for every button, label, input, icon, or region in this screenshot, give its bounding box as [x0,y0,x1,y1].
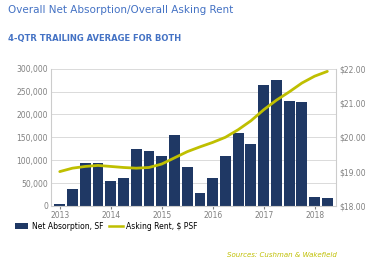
Bar [233,133,244,206]
Asking Rent, $ PSF [312,75,317,78]
Text: 4-QTR TRAILING AVERAGE FOR BOTH: 4-QTR TRAILING AVERAGE FOR BOTH [8,34,181,43]
Bar [156,155,167,206]
Bar [143,151,154,206]
Bar [271,80,282,206]
Bar [80,163,91,206]
Asking Rent, $ PSF [83,165,88,168]
Asking Rent, $ PSF [197,145,202,148]
Bar [54,204,65,206]
Asking Rent, $ PSF [134,167,138,170]
Asking Rent, $ PSF [160,162,164,166]
Bar [284,101,294,206]
Bar [296,102,307,206]
Bar [105,181,116,206]
Asking Rent, $ PSF [96,164,100,167]
Line: Asking Rent, $ PSF: Asking Rent, $ PSF [60,71,327,172]
Bar [169,135,180,206]
Asking Rent, $ PSF [223,136,228,139]
Asking Rent, $ PSF [121,166,126,169]
Asking Rent, $ PSF [274,99,279,102]
Asking Rent, $ PSF [57,170,62,173]
Bar [182,167,193,206]
Asking Rent, $ PSF [210,141,215,144]
Asking Rent, $ PSF [300,82,304,85]
Asking Rent, $ PSF [108,165,113,168]
Asking Rent, $ PSF [287,90,291,93]
Bar [246,144,256,206]
Bar [131,149,142,206]
Text: Sources: Cushman & Wakefield: Sources: Cushman & Wakefield [226,252,337,258]
Bar [207,178,218,206]
Asking Rent, $ PSF [261,108,266,111]
Asking Rent, $ PSF [325,70,330,73]
Bar [67,188,78,206]
Bar [220,157,231,206]
Asking Rent, $ PSF [236,128,240,131]
Bar [309,197,320,206]
Bar [322,198,333,206]
Asking Rent, $ PSF [147,166,151,169]
Asking Rent, $ PSF [249,119,253,122]
Asking Rent, $ PSF [70,167,75,170]
Text: Overall Net Absorption/Overall Asking Rent: Overall Net Absorption/Overall Asking Re… [8,5,233,15]
Bar [258,85,269,206]
Bar [118,178,129,206]
Legend: Net Absorption, SF, Asking Rent, $ PSF: Net Absorption, SF, Asking Rent, $ PSF [12,219,201,234]
Bar [194,193,205,206]
Asking Rent, $ PSF [185,150,190,153]
Asking Rent, $ PSF [172,156,177,159]
Bar [93,163,103,206]
